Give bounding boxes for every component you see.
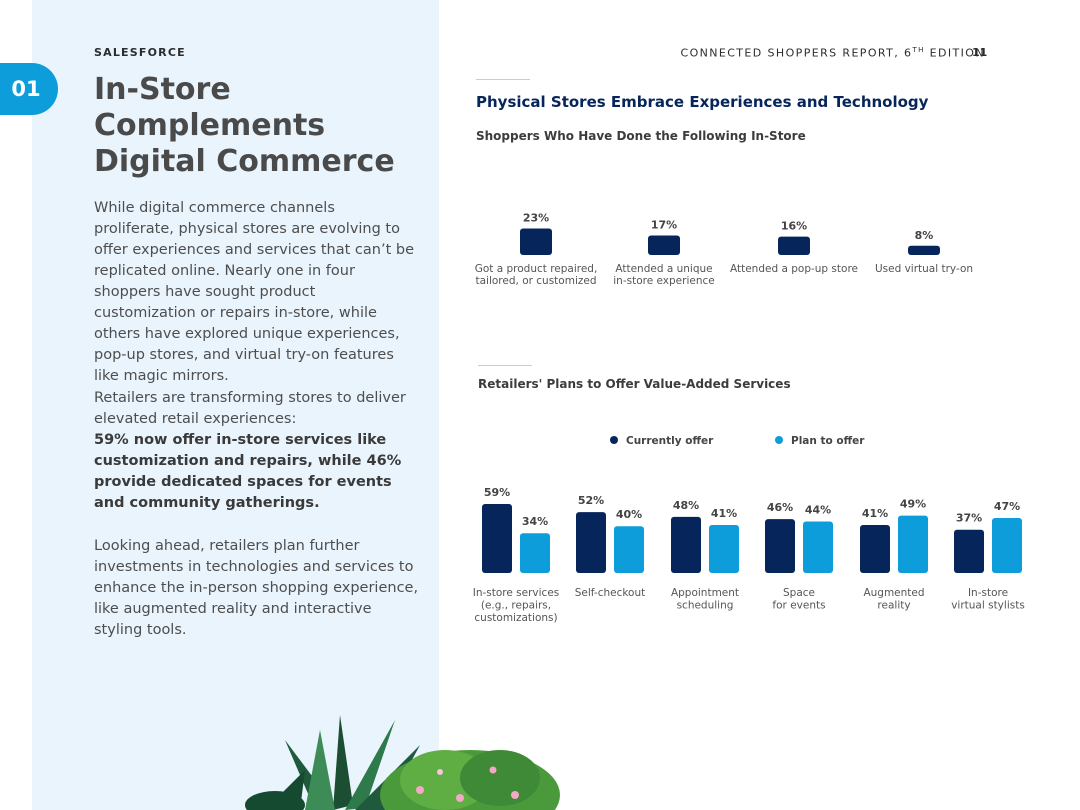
legend-label: Plan to offer [791, 435, 865, 447]
chart2-category-label: Augmented [863, 587, 924, 599]
chart2-value-label: 49% [900, 498, 926, 511]
retailers-highlight: 59% now offer in-store services like cus… [94, 432, 402, 511]
chart2-category-label: for events [772, 600, 825, 612]
chart1-value-label: 23% [523, 212, 549, 225]
plan-to-offer-bar [614, 526, 644, 573]
chart1-category-label: Attended a pop-up store [730, 263, 858, 275]
plant-illustration [245, 715, 560, 810]
chapter-tab: 01 [0, 63, 58, 115]
outlook-paragraph: Looking ahead, retailers plan further in… [94, 538, 419, 638]
intro-paragraph: While digital commerce channels prolifer… [94, 200, 415, 384]
plan-to-offer-bar [992, 518, 1022, 573]
chart2-category-label: customizations) [474, 612, 557, 624]
chart2-value-label: 40% [616, 508, 642, 521]
chart2-category-label: Appointment [671, 587, 739, 599]
current-offer-bar [671, 516, 701, 573]
report-title-sup: TH [912, 46, 925, 54]
report-title: CONNECTED SHOPPERS REPORT, 6TH EDITION [680, 46, 985, 60]
chart1-category-label: Attended a unique [615, 263, 712, 275]
chart1-title: Shoppers Who Have Done the Following In-… [476, 129, 806, 143]
legend-marker [610, 436, 618, 444]
section-title: Physical Stores Embrace Experiences and … [476, 93, 929, 111]
page-title-line: In-Store [94, 72, 231, 107]
chart1-value-label: 16% [781, 220, 807, 233]
chart1-category-label: tailored, or customized [476, 275, 597, 287]
chart1-bar [520, 228, 552, 255]
report-title-text: CONNECTED SHOPPERS REPORT, 6 [680, 46, 913, 60]
current-offer-bar [576, 512, 606, 573]
legend-marker [775, 436, 783, 444]
left-panel [32, 0, 439, 810]
retailers-lead: Retailers are transforming stores to del… [94, 390, 406, 427]
page-title-line: Complements [94, 108, 326, 143]
chart1-value-label: 8% [915, 229, 934, 242]
chart2-rule [478, 365, 532, 366]
chart2-category-label: reality [877, 600, 910, 612]
page-number: 11 [972, 46, 988, 59]
page-title: In-Store Complements Digital Commerce [94, 72, 424, 180]
chart1-bar [908, 245, 940, 255]
chart1-bar [778, 236, 810, 255]
chart2-value-label: 37% [956, 512, 982, 525]
chart1-value-label: 17% [651, 218, 677, 231]
chart2-category-label: virtual stylists [951, 600, 1025, 612]
chart2-value-label: 47% [994, 500, 1020, 513]
chart2-value-label: 44% [805, 504, 831, 517]
chart2-value-label: 59% [484, 486, 510, 499]
page-title-line: Digital Commerce [94, 144, 395, 179]
current-offer-bar [860, 525, 890, 573]
chart2-category-label: In-store services [473, 587, 560, 599]
chart2-value-label: 48% [673, 499, 699, 512]
chart2-category-label: In-store [968, 587, 1008, 599]
brand-label: SALESFORCE [94, 46, 186, 59]
chart2-value-label: 41% [711, 507, 737, 520]
chart2-title: Retailers' Plans to Offer Value-Added Se… [478, 377, 791, 391]
chart2-value-label: 34% [522, 515, 548, 528]
section-rule [476, 79, 530, 80]
retailers-paragraph: Retailers are transforming stores to del… [94, 388, 419, 514]
report-title-edition: EDITION [924, 46, 985, 60]
plan-to-offer-bar [803, 521, 833, 573]
chart1-category-label: Got a product repaired, [475, 263, 598, 275]
current-offer-bar [765, 519, 795, 573]
plan-to-offer-bar [709, 525, 739, 573]
chart1-bar [648, 235, 680, 255]
current-offer-bar [954, 529, 984, 573]
legend-label: Currently offer [626, 435, 714, 447]
plan-to-offer-bar [520, 533, 550, 573]
chart2-value-label: 41% [862, 507, 888, 520]
chart1-category-label: in-store experience [613, 275, 714, 287]
chart2-category-label: Space [783, 587, 815, 599]
chart2-category-label: scheduling [677, 600, 734, 612]
chart2-category-label: Self-checkout [575, 587, 646, 599]
chart1-category-label: Used virtual try-on [875, 263, 973, 275]
plan-to-offer-bar [898, 515, 928, 573]
chart2-value-label: 52% [578, 494, 604, 507]
current-offer-bar [482, 503, 512, 573]
chart2-category-label: (e.g., repairs, [481, 600, 551, 612]
chart2-value-label: 46% [767, 501, 793, 514]
